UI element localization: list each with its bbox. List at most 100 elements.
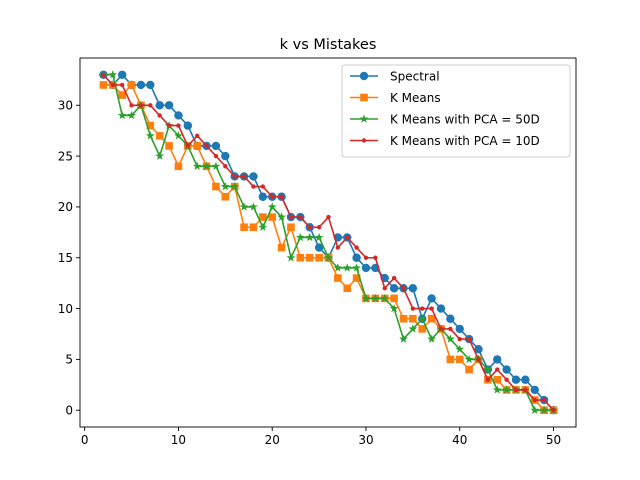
x-tick-label-4: 40 [452,433,467,447]
data-point-3-17 [260,184,266,189]
data-point-1-15 [240,223,248,232]
data-point-1-16 [249,223,258,232]
data-point-2-22 [305,232,315,242]
data-point-3-7 [166,123,172,128]
data-point-1-27 [352,274,361,282]
legend: Spectral K Means K Means with PCA = 50D K M… [341,64,571,158]
data-point-2-17 [258,222,268,231]
data-point-3-5 [148,103,153,108]
data-point-2-27 [352,263,361,272]
data-point-2-11 [202,161,211,170]
data-point-2-32 [399,334,408,343]
x-tick-label-1: 10 [171,433,186,447]
y-tick-label-4: 20 [58,200,73,214]
series-3 [101,72,556,413]
data-point-0-28 [361,263,371,273]
data-point-1-31 [390,294,398,303]
data-point-3-37 [448,326,453,332]
data-point-1-23 [315,253,323,262]
data-point-3-31 [391,275,397,281]
data-point-2-6 [155,151,165,160]
data-point-1-8 [174,162,183,171]
data-point-0-7 [164,101,174,110]
y-tick-label-5: 25 [58,149,73,163]
data-point-3-20 [288,214,294,220]
data-point-2-5 [145,131,155,140]
data-point-1-12 [212,182,220,191]
data-point-1-2 [118,91,126,99]
axes: 0 10 20 30 40 50 0 5 10 15 20 25 30 [58,57,577,447]
data-point-3-9 [185,143,191,149]
legend-label-1: K Means [390,91,441,105]
x-tick-label-0: 0 [81,433,89,447]
data-point-0-31 [389,284,399,293]
data-point-3-21 [298,214,303,220]
data-point-2-10 [192,161,202,170]
data-point-1-0 [99,81,108,89]
x-tick-label-2: 20 [265,433,280,447]
y-tick-label-0: 0 [65,404,73,418]
legend-marker-0 [359,71,369,81]
legend-label-0: Spectral [390,69,440,83]
data-point-1-21 [296,253,305,262]
data-point-2-26 [342,263,352,272]
data-point-3-1 [110,82,116,88]
data-point-3-42 [495,367,500,372]
data-point-3-25 [335,245,341,250]
data-point-0-45 [521,375,530,384]
data-point-0-6 [155,101,164,110]
data-point-1-13 [221,192,230,201]
data-point-1-38 [455,355,464,364]
axes-frame [79,57,577,428]
data-point-0-23 [314,243,324,252]
data-point-1-3 [127,81,136,89]
legend-label-3: K Means with PCA = 10D [390,134,540,148]
data-point-0-4 [136,80,146,90]
data-point-3-27 [354,245,359,250]
data-point-1-25 [334,274,342,282]
data-point-0-13 [221,151,230,161]
data-point-3-26 [345,235,350,240]
data-point-2-3 [127,110,136,120]
data-point-0-36 [436,304,446,313]
data-point-1-35 [427,314,436,323]
data-point-0-33 [408,284,418,293]
data-point-3-8 [176,123,181,128]
data-point-2-47 [539,405,549,414]
data-point-1-34 [418,325,427,333]
data-point-0-43 [502,365,511,374]
data-point-1-5 [146,121,155,130]
data-point-3-39 [466,336,472,342]
data-point-3-4 [138,103,144,108]
data-point-0-27 [352,253,361,262]
x-tick-label-5: 50 [546,433,561,447]
data-point-3-35 [429,306,434,311]
data-point-3-38 [457,336,462,342]
data-point-0-38 [455,324,464,334]
data-point-2-30 [380,293,390,303]
data-point-1-22 [305,253,314,262]
data-point-2-29 [370,293,380,303]
data-point-3-18 [270,194,275,199]
data-point-1-42 [493,375,502,384]
data-point-3-48 [551,408,556,413]
data-point-1-37 [446,355,455,364]
y-tick-label-2: 10 [58,302,73,316]
y-tick-label-6: 30 [58,99,73,113]
data-point-3-36 [438,326,444,332]
data-point-0-37 [446,314,455,323]
data-point-3-3 [129,103,134,108]
data-point-2-1 [108,70,118,79]
data-point-0-12 [211,141,221,151]
data-point-1-39 [465,365,473,374]
data-point-2-19 [277,212,286,221]
data-point-3-43 [504,377,509,382]
legend-marker-3 [361,138,367,143]
data-point-1-20 [287,223,295,232]
data-point-1-10 [193,142,202,150]
data-point-3-16 [251,184,256,189]
data-point-3-13 [223,164,228,169]
data-point-3-23 [316,225,322,230]
data-point-3-2 [119,82,125,88]
